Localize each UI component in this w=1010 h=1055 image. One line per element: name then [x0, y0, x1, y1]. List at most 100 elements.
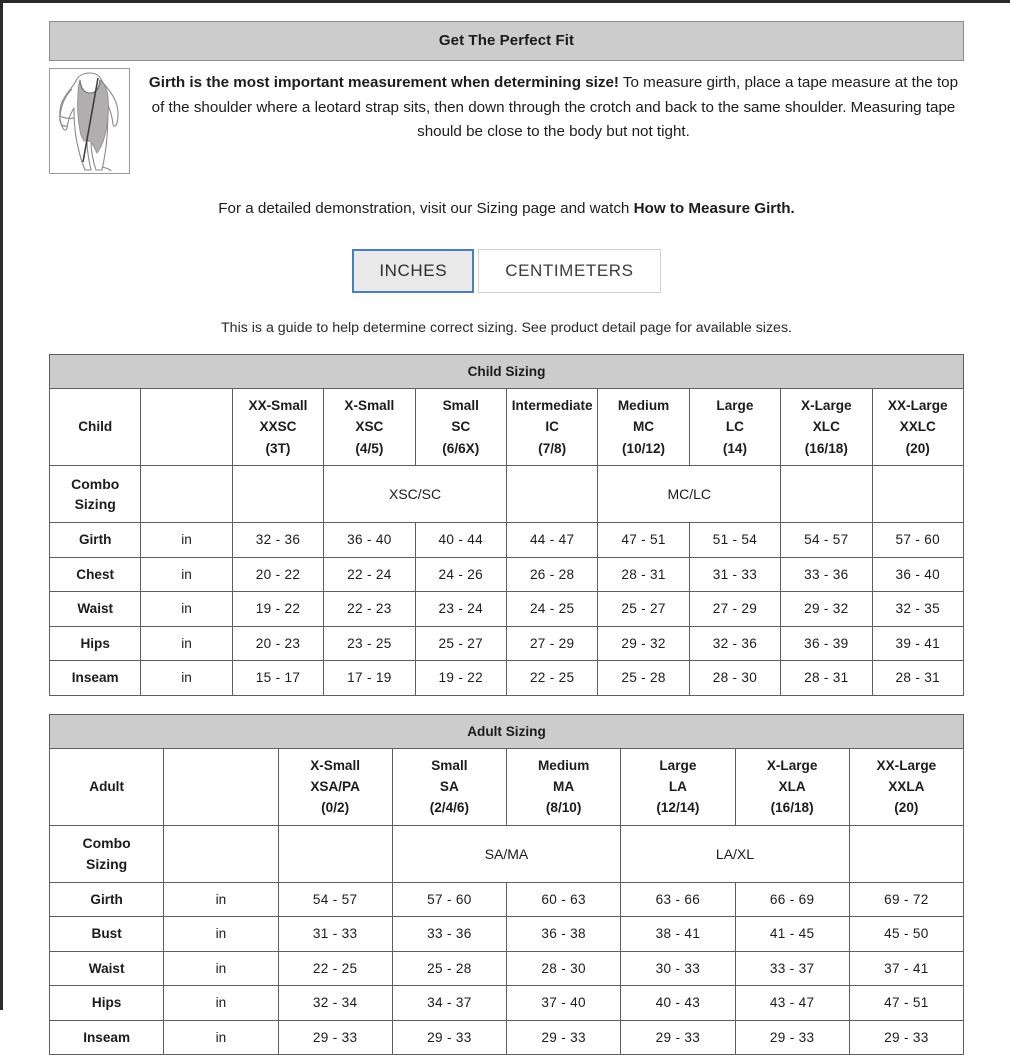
adult-header-col-xsa: X-Small XSA/PA (0/2): [278, 748, 392, 825]
cell: 38 - 41: [621, 917, 735, 952]
child-header-col-xlc: X-Large XLC (16/18): [781, 389, 872, 466]
adult-combo-cell-xxla: [849, 825, 963, 882]
table-row: Girth in 32 - 36 36 - 40 40 - 44 44 - 47…: [50, 523, 964, 558]
cell: 33 - 37: [735, 951, 849, 986]
col-age: (8/10): [507, 797, 620, 818]
cell: 32 - 35: [872, 592, 963, 627]
col-name: X-Small: [324, 395, 414, 416]
table-row: Waist in 19 - 22 22 - 23 23 - 24 24 - 25…: [50, 592, 964, 627]
table-row: Girth in 54 - 57 57 - 60 60 - 63 63 - 66…: [50, 882, 964, 917]
child-header-unit: [141, 389, 232, 466]
adult-table-header-row: Adult X-Small XSA/PA (0/2) Small SA (2/4…: [50, 748, 964, 825]
table-row: Chest in 20 - 22 22 - 24 24 - 26 26 - 28…: [50, 557, 964, 592]
child-row-label-chest: Chest: [50, 557, 141, 592]
adult-row-unit-waist: in: [164, 951, 278, 986]
child-header-rowlabel: Child: [50, 389, 141, 466]
cell: 20 - 22: [232, 557, 323, 592]
col-age: (0/2): [279, 797, 392, 818]
cell: 28 - 30: [507, 951, 621, 986]
adult-table-title-row: Adult Sizing: [50, 714, 964, 748]
col-age: (12/14): [621, 797, 734, 818]
child-combo-cell-mc-lc: MC/LC: [598, 466, 781, 523]
col-code: LA: [621, 776, 734, 797]
intro-section: Girth is the most important measurement …: [49, 68, 964, 174]
col-name: Small: [416, 395, 506, 416]
col-code: IC: [507, 416, 597, 437]
child-header-col-xxlc: XX-Large XXLC (20): [872, 389, 963, 466]
table-row: Inseam in 29 - 33 29 - 33 29 - 33 29 - 3…: [50, 1020, 964, 1055]
cell: 57 - 60: [392, 882, 506, 917]
sizing-demo-note-prefix: For a detailed demonstration, visit our …: [218, 200, 633, 217]
col-code: XXSC: [233, 416, 323, 437]
cell: 33 - 36: [392, 917, 506, 952]
girth-instructions-lead: Girth is the most important measurement …: [149, 74, 619, 91]
cell: 37 - 41: [849, 951, 963, 986]
combo-label-line1: Combo: [50, 474, 140, 494]
cell: 31 - 33: [278, 917, 392, 952]
adult-combo-cell-xsa: [278, 825, 392, 882]
cell: 23 - 25: [324, 626, 415, 661]
adult-combo-cell-sa-ma: SA/MA: [392, 825, 621, 882]
child-row-label-hips: Hips: [50, 626, 141, 661]
cell: 69 - 72: [849, 882, 963, 917]
cell: 45 - 50: [849, 917, 963, 952]
child-combo-cell-xsc-sc: XSC/SC: [324, 466, 507, 523]
leotard-girth-illustration-icon: [49, 68, 130, 174]
cell: 63 - 66: [621, 882, 735, 917]
child-combo-cell-xlc: [781, 466, 872, 523]
col-name: Intermediate: [507, 395, 597, 416]
combo-label-line1: Combo: [50, 833, 163, 853]
col-age: (7/8): [507, 438, 597, 459]
cell: 22 - 23: [324, 592, 415, 627]
col-age: (2/4/6): [393, 797, 506, 818]
adult-row-unit-inseam: in: [164, 1020, 278, 1055]
unit-button-centimeters[interactable]: CENTIMETERS: [478, 249, 660, 293]
child-row-unit-girth: in: [141, 523, 232, 558]
cell: 34 - 37: [392, 986, 506, 1021]
col-code: LC: [690, 416, 780, 437]
cell: 29 - 33: [849, 1020, 963, 1055]
child-combo-unit: [141, 466, 232, 523]
child-row-label-waist: Waist: [50, 592, 141, 627]
adult-combo-unit: [164, 825, 278, 882]
adult-combo-label: Combo Sizing: [50, 825, 164, 882]
unit-button-inches[interactable]: INCHES: [352, 249, 474, 293]
col-name: XX-Large: [873, 395, 963, 416]
col-name: X-Large: [781, 395, 871, 416]
how-to-measure-girth-link[interactable]: How to Measure Girth.: [634, 200, 795, 217]
col-code: SC: [416, 416, 506, 437]
child-header-col-ic: Intermediate IC (7/8): [506, 389, 597, 466]
col-code: SA: [393, 776, 506, 797]
adult-header-rowlabel: Adult: [50, 748, 164, 825]
cell: 19 - 22: [232, 592, 323, 627]
adult-header-col-sa: Small SA (2/4/6): [392, 748, 506, 825]
sizing-guide-page: Get The Perfect Fit: [0, 0, 1010, 1010]
child-combo-cell-ic: [506, 466, 597, 523]
col-code: XSA/PA: [279, 776, 392, 797]
col-code: XXLC: [873, 416, 963, 437]
col-age: (10/12): [598, 438, 688, 459]
col-name: Medium: [507, 755, 620, 776]
child-header-col-mc: Medium MC (10/12): [598, 389, 689, 466]
col-age: (20): [873, 438, 963, 459]
col-age: (6/6X): [416, 438, 506, 459]
cell: 25 - 27: [415, 626, 506, 661]
adult-row-unit-hips: in: [164, 986, 278, 1021]
cell: 15 - 17: [232, 661, 323, 696]
col-age: (3T): [233, 438, 323, 459]
col-age: (20): [850, 797, 963, 818]
cell: 25 - 28: [598, 661, 689, 696]
cell: 44 - 47: [506, 523, 597, 558]
cell: 27 - 29: [689, 592, 780, 627]
col-name: XX-Large: [850, 755, 963, 776]
unit-toggle-group: INCHES CENTIMETERS: [49, 249, 964, 293]
cell: 36 - 38: [507, 917, 621, 952]
adult-row-label-girth: Girth: [50, 882, 164, 917]
adult-combo-cell-la-xl: LA/XL: [621, 825, 850, 882]
cell: 29 - 32: [781, 592, 872, 627]
cell: 31 - 33: [689, 557, 780, 592]
adult-row-label-bust: Bust: [50, 917, 164, 952]
child-header-col-xsc: X-Small XSC (4/5): [324, 389, 415, 466]
cell: 22 - 25: [506, 661, 597, 696]
cell: 37 - 40: [507, 986, 621, 1021]
